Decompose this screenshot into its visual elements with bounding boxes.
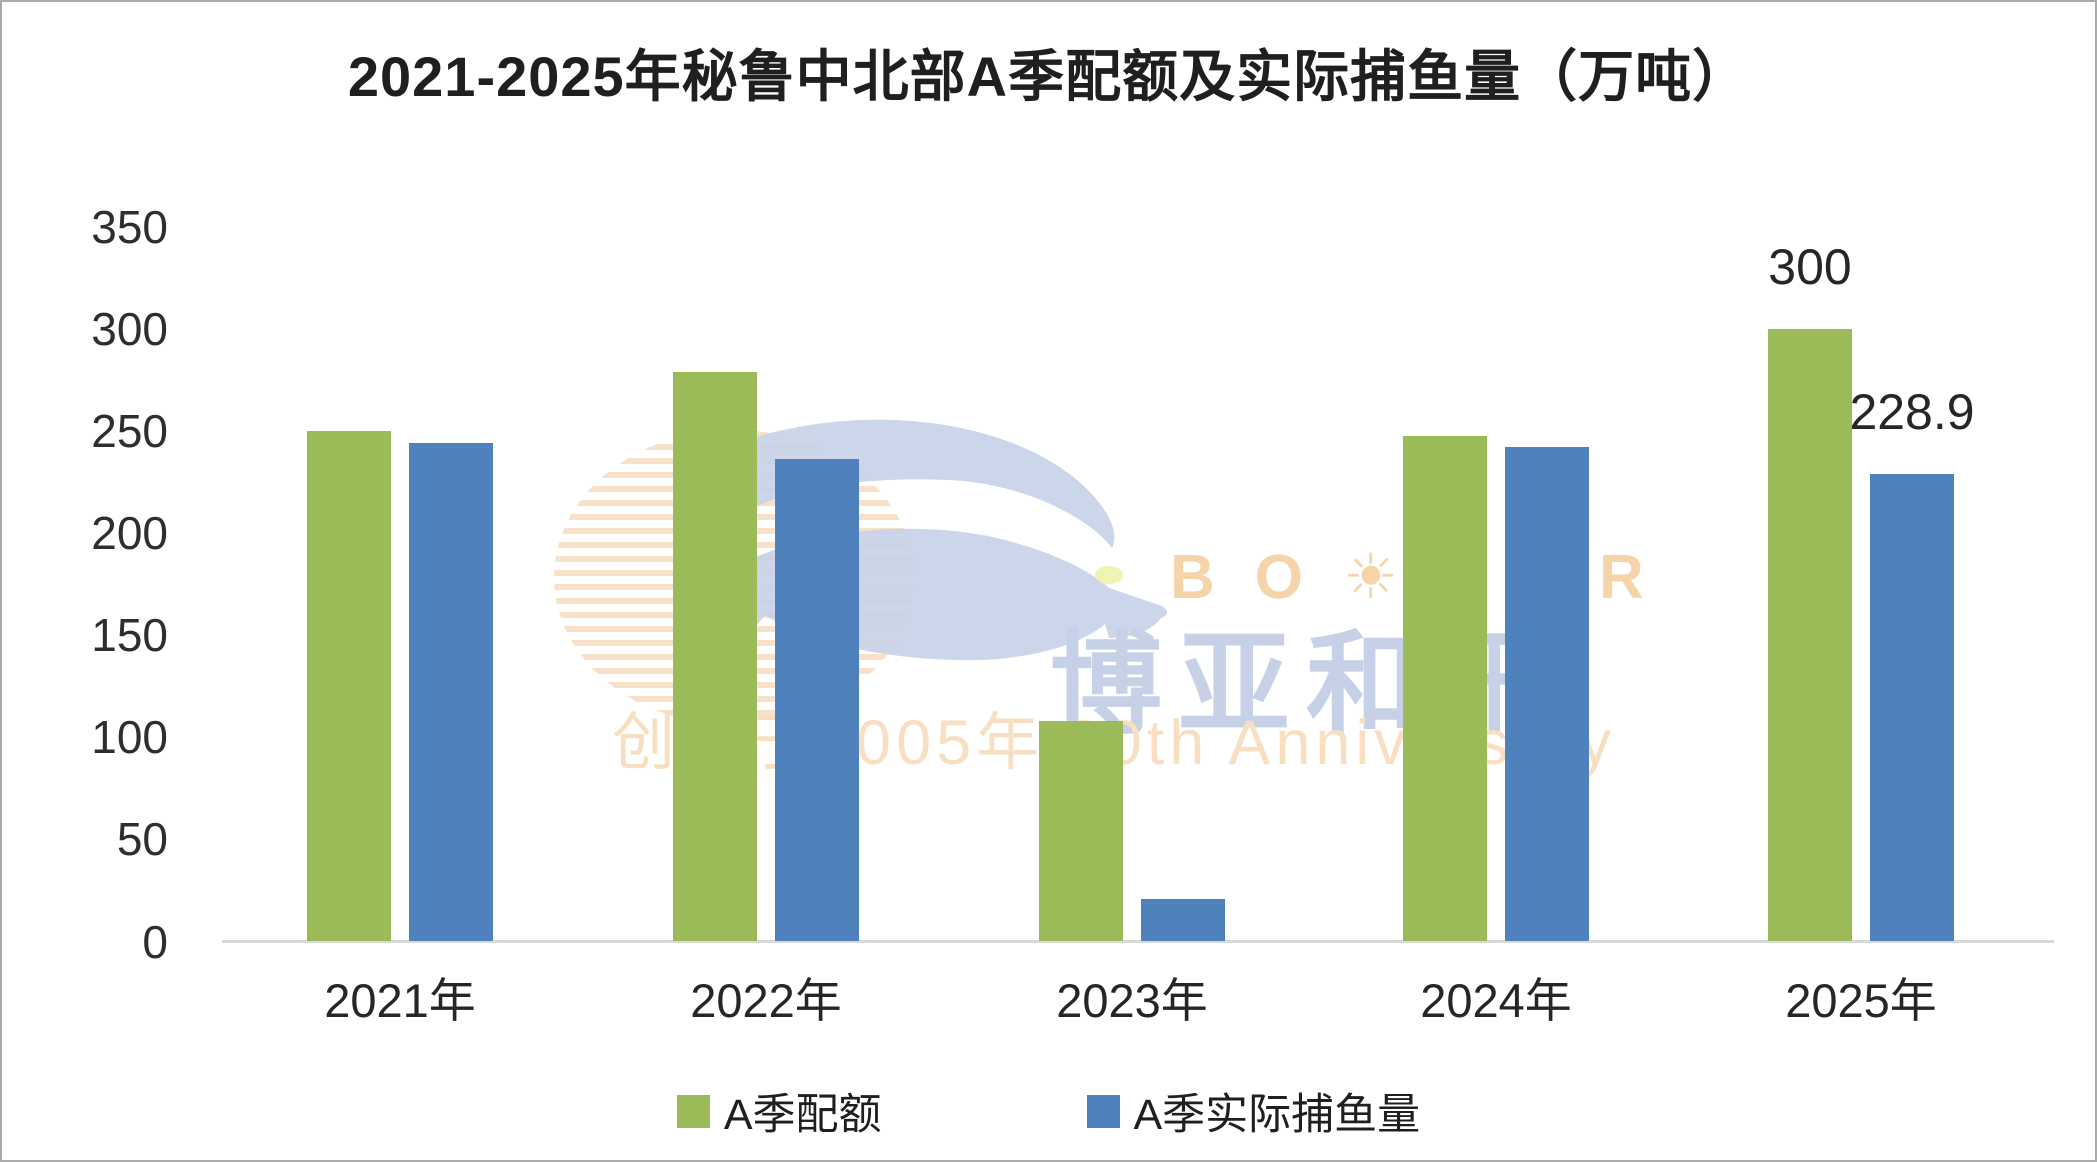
legend-item-quota: A季配额 xyxy=(676,1080,882,1142)
bar-2021年-A季配额 xyxy=(307,431,391,942)
y-tick-300: 300 xyxy=(91,303,168,356)
data-label-228.9: 228.9 xyxy=(1849,384,1975,441)
legend: A季配额 A季实际捕鱼量 xyxy=(2,1080,2095,1142)
y-tick-50: 50 xyxy=(116,813,168,866)
bar-2024年-A季实际捕鱼量 xyxy=(1505,447,1589,942)
y-tick-250: 250 xyxy=(91,405,168,458)
data-label-300: 300 xyxy=(1768,239,1852,296)
bar-2021年-A季实际捕鱼量 xyxy=(409,443,493,942)
x-label-2021年: 2021年 xyxy=(324,974,476,1027)
bar-2025年-A季配额 xyxy=(1768,329,1852,942)
x-label-2022年: 2022年 xyxy=(690,974,842,1027)
bar-2024年-A季配额 xyxy=(1403,436,1487,942)
y-tick-150: 150 xyxy=(91,609,168,662)
x-label-2023年: 2023年 xyxy=(1056,974,1208,1027)
y-tick-350: 350 xyxy=(91,201,168,253)
legend-label-quota: A季配额 xyxy=(723,1091,882,1139)
chart-title: 2021-2025年秘鲁中北部A季配额及实际捕鱼量（万吨） xyxy=(347,45,1750,108)
legend-swatch-catch-icon xyxy=(1086,1094,1120,1128)
x-label-2025年: 2025年 xyxy=(1785,974,1937,1027)
bar-2022年-A季实际捕鱼量 xyxy=(775,458,859,942)
y-tick-200: 200 xyxy=(91,507,168,560)
x-axis-line xyxy=(222,940,2054,943)
bar-2023年-A季实际捕鱼量 xyxy=(1141,898,1225,942)
bird-eye-icon xyxy=(1095,566,1123,584)
legend-label-catch: A季实际捕鱼量 xyxy=(1133,1091,1421,1139)
legend-swatch-quota-icon xyxy=(676,1094,710,1128)
bar-2022年-A季配额 xyxy=(673,371,757,942)
bar-2025年-A季实际捕鱼量 xyxy=(1870,474,1954,942)
bar-2023年-A季配额 xyxy=(1039,721,1123,942)
y-tick-0: 0 xyxy=(142,915,168,968)
legend-item-catch: A季实际捕鱼量 xyxy=(1086,1080,1421,1142)
x-label-2024年: 2024年 xyxy=(1420,974,1572,1027)
y-tick-100: 100 xyxy=(91,711,168,764)
